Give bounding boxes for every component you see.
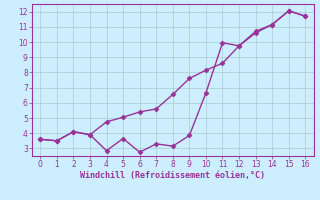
X-axis label: Windchill (Refroidissement éolien,°C): Windchill (Refroidissement éolien,°C) (80, 171, 265, 180)
